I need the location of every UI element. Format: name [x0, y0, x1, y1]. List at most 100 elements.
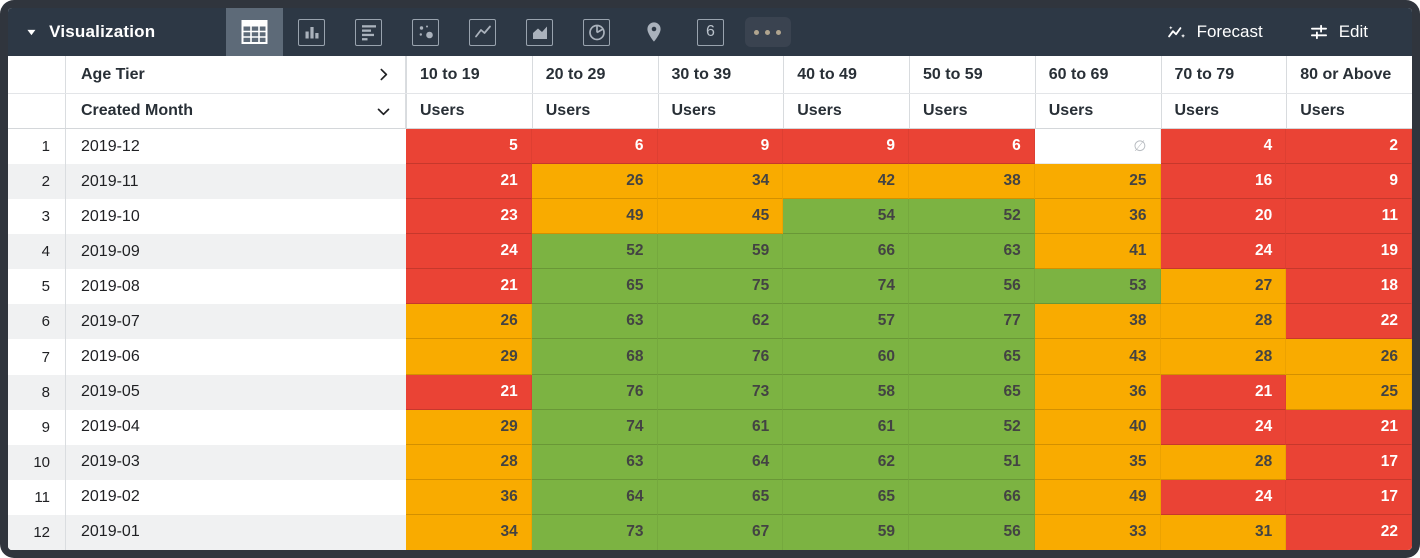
- data-cell[interactable]: 56: [909, 514, 1035, 550]
- measure-header[interactable]: Users: [406, 94, 532, 128]
- data-cell[interactable]: 22: [1286, 304, 1412, 340]
- data-cell[interactable]: 23: [406, 199, 532, 235]
- row-label-cell[interactable]: 2019-11: [66, 164, 406, 200]
- data-cell[interactable]: 65: [909, 339, 1035, 375]
- forecast-button[interactable]: Forecast: [1166, 22, 1263, 43]
- data-cell[interactable]: 74: [531, 409, 658, 445]
- measure-header[interactable]: Users: [1160, 94, 1287, 128]
- data-cell[interactable]: 17: [1286, 479, 1412, 515]
- data-cell[interactable]: 74: [783, 269, 909, 305]
- viz-type-bar-chart[interactable]: [340, 8, 397, 56]
- measure-header[interactable]: Users: [909, 94, 1035, 128]
- data-cell[interactable]: 6: [909, 129, 1035, 165]
- data-cell[interactable]: 61: [657, 409, 784, 445]
- viz-type-more-options[interactable]: [739, 8, 796, 56]
- data-cell[interactable]: 76: [657, 339, 784, 375]
- visualization-menu[interactable]: ▼ Visualization: [8, 8, 226, 56]
- data-cell[interactable]: 24: [1160, 479, 1287, 515]
- data-cell[interactable]: 16: [1160, 164, 1287, 200]
- data-cell[interactable]: 21: [1160, 374, 1287, 410]
- chevron-down-icon[interactable]: [375, 103, 392, 120]
- data-cell[interactable]: 28: [1160, 444, 1287, 480]
- data-cell[interactable]: 63: [531, 304, 658, 340]
- data-cell[interactable]: 73: [657, 374, 784, 410]
- data-cell[interactable]: 49: [531, 199, 658, 235]
- measure-header[interactable]: Users: [783, 94, 909, 128]
- data-cell[interactable]: 66: [783, 234, 909, 270]
- data-cell[interactable]: 61: [783, 409, 909, 445]
- viz-type-pie-chart[interactable]: [568, 8, 625, 56]
- pivot-column-header[interactable]: 20 to 29: [531, 56, 658, 93]
- data-cell[interactable]: 66: [909, 479, 1035, 515]
- row-label-cell[interactable]: 2019-05: [66, 374, 406, 410]
- data-cell[interactable]: 24: [1160, 234, 1287, 270]
- data-cell[interactable]: 9: [657, 129, 784, 165]
- row-label-cell[interactable]: 2019-10: [66, 199, 406, 235]
- data-cell[interactable]: 51: [909, 444, 1035, 480]
- data-cell[interactable]: 76: [531, 374, 658, 410]
- measure-header[interactable]: Users: [531, 94, 658, 128]
- viz-type-scatter-chart[interactable]: [397, 8, 454, 56]
- data-cell[interactable]: 27: [1160, 269, 1287, 305]
- data-cell[interactable]: 25: [1286, 374, 1412, 410]
- data-cell[interactable]: 26: [531, 164, 658, 200]
- row-label-cell[interactable]: 2019-06: [66, 339, 406, 375]
- data-cell[interactable]: 21: [406, 374, 532, 410]
- data-cell[interactable]: 19: [1286, 234, 1412, 270]
- data-cell[interactable]: 4: [1160, 129, 1287, 165]
- data-cell[interactable]: 21: [406, 269, 532, 305]
- data-cell[interactable]: 24: [1160, 409, 1287, 445]
- data-cell[interactable]: 65: [909, 374, 1035, 410]
- data-cell[interactable]: 43: [1034, 339, 1161, 375]
- data-cell[interactable]: 2: [1286, 129, 1412, 165]
- data-cell[interactable]: 29: [406, 409, 532, 445]
- viz-type-table[interactable]: [226, 8, 283, 56]
- data-cell[interactable]: 52: [909, 409, 1035, 445]
- data-cell[interactable]: 36: [406, 479, 532, 515]
- measure-header[interactable]: Users: [1034, 94, 1161, 128]
- data-cell[interactable]: 40: [1034, 409, 1161, 445]
- viz-type-map[interactable]: [625, 8, 682, 56]
- row-label-cell[interactable]: 2019-03: [66, 444, 406, 480]
- pivot-column-header[interactable]: 70 to 79: [1160, 56, 1287, 93]
- data-cell[interactable]: 28: [406, 444, 532, 480]
- row-label-cell[interactable]: 2019-02: [66, 479, 406, 515]
- data-cell[interactable]: 65: [531, 269, 658, 305]
- data-cell[interactable]: 34: [657, 164, 784, 200]
- data-cell[interactable]: 18: [1286, 269, 1412, 305]
- measure-header[interactable]: Users: [1286, 94, 1412, 128]
- data-cell[interactable]: 26: [406, 304, 532, 340]
- data-cell[interactable]: 34: [406, 514, 532, 550]
- data-cell[interactable]: 59: [657, 234, 784, 270]
- viz-type-column-chart[interactable]: [283, 8, 340, 56]
- data-cell[interactable]: 36: [1034, 374, 1161, 410]
- data-cell[interactable]: 11: [1286, 199, 1412, 235]
- pivot-column-header[interactable]: 30 to 39: [657, 56, 784, 93]
- data-cell[interactable]: 20: [1160, 199, 1287, 235]
- data-cell[interactable]: 67: [657, 514, 784, 550]
- data-cell[interactable]: 9: [1286, 164, 1412, 200]
- data-cell[interactable]: 64: [531, 479, 658, 515]
- data-cell[interactable]: 60: [783, 339, 909, 375]
- data-cell[interactable]: 52: [531, 234, 658, 270]
- data-cell[interactable]: 17: [1286, 444, 1412, 480]
- data-cell[interactable]: 41: [1034, 234, 1161, 270]
- data-cell[interactable]: 75: [657, 269, 784, 305]
- data-cell[interactable]: 25: [1034, 164, 1161, 200]
- data-cell[interactable]: ∅: [1034, 129, 1161, 165]
- pivot-column-header[interactable]: 50 to 59: [909, 56, 1035, 93]
- data-cell[interactable]: 24: [406, 234, 532, 270]
- data-cell[interactable]: 21: [406, 164, 532, 200]
- data-cell[interactable]: 53: [1034, 269, 1161, 305]
- data-cell[interactable]: 52: [909, 199, 1035, 235]
- viz-type-single-value[interactable]: 6: [682, 8, 739, 56]
- data-cell[interactable]: 42: [783, 164, 909, 200]
- measure-header[interactable]: Users: [657, 94, 784, 128]
- data-cell[interactable]: 35: [1034, 444, 1161, 480]
- data-cell[interactable]: 38: [909, 164, 1035, 200]
- pivot-column-header[interactable]: 40 to 49: [783, 56, 909, 93]
- row-label-cell[interactable]: 2019-07: [66, 304, 406, 340]
- data-cell[interactable]: 62: [657, 304, 784, 340]
- data-cell[interactable]: 5: [406, 129, 532, 165]
- data-cell[interactable]: 22: [1286, 514, 1412, 550]
